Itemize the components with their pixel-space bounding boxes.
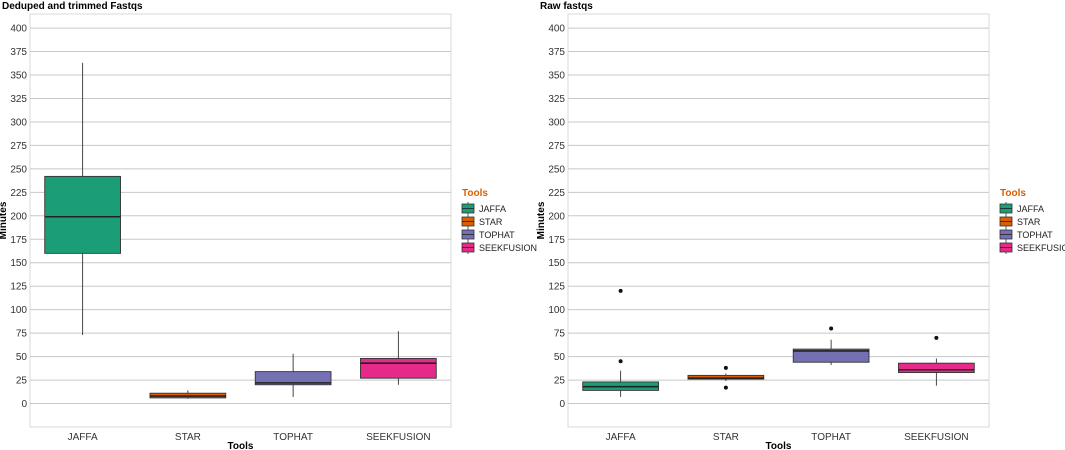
- outlier-point: [829, 326, 834, 331]
- legend-label: STAR: [1017, 217, 1041, 227]
- chart-panel-1: Raw fastqs 0 25 50 75 100 125 150 175 200 225 250 27…: [536, 1, 1065, 450]
- y-tick-label: 100: [548, 305, 565, 316]
- box-seekfusion: [898, 335, 975, 386]
- x-axis-title: Tools: [766, 441, 792, 450]
- box-tophat: [254, 353, 332, 397]
- chart-title: Raw fastqs: [540, 1, 593, 12]
- outlier-point: [723, 365, 728, 370]
- y-tick-label: 125: [548, 282, 565, 293]
- x-tick-label: STAR: [713, 432, 739, 443]
- legend-title: Tools: [1000, 188, 1026, 199]
- legend-label: SEEKFUSION: [1017, 243, 1065, 253]
- legend-item-jaffa: JAFFA: [999, 202, 1044, 215]
- chart-panel-0: Deduped and trimmed Fastqs 0 25 50 75 100 125 1…: [0, 1, 537, 450]
- box-body: [898, 362, 975, 374]
- legend-item-tophat: TOPHAT: [461, 228, 515, 241]
- outlier-point: [618, 359, 623, 364]
- outlier-point: [618, 288, 623, 293]
- legend-item-tophat: TOPHAT: [999, 228, 1053, 241]
- y-tick-label: 275: [10, 141, 27, 152]
- y-tick-label: 300: [548, 117, 565, 128]
- y-tick-label: 375: [548, 47, 565, 58]
- x-tick-label: JAFFA: [68, 432, 98, 443]
- y-tick-label: 250: [10, 164, 27, 175]
- box-tophat: [792, 326, 870, 366]
- y-tick-label: 325: [548, 94, 565, 105]
- y-tick-label: 75: [16, 329, 28, 340]
- y-tick-label: 200: [548, 211, 565, 222]
- y-tick-label: 350: [548, 71, 565, 82]
- x-tick-label: TOPHAT: [273, 432, 313, 443]
- legend-label: STAR: [479, 217, 503, 227]
- y-tick-label: 50: [16, 352, 28, 363]
- box-body: [44, 175, 121, 254]
- legend: Tools JAFFA STAR TOPHAT SEEKFUSION: [999, 188, 1065, 254]
- y-tick-label: 25: [554, 376, 566, 387]
- legend-item-star: STAR: [999, 215, 1041, 228]
- x-tick-label: JAFFA: [606, 432, 636, 443]
- x-axis-title: Tools: [228, 441, 254, 450]
- y-tick-label: 275: [548, 141, 565, 152]
- outlier-point: [934, 335, 939, 340]
- y-tick-label: 225: [548, 188, 565, 199]
- y-tick-label: 375: [10, 47, 27, 58]
- box-star: [149, 390, 227, 399]
- y-tick-label: 25: [16, 376, 28, 387]
- y-axis-title: Minutes: [0, 201, 9, 239]
- y-tick-label: 225: [10, 188, 27, 199]
- x-tick-label: SEEKFUSION: [366, 432, 430, 443]
- outlier-point: [723, 385, 728, 390]
- y-tick-label: 175: [548, 235, 565, 246]
- legend-label: JAFFA: [1017, 204, 1044, 214]
- box-body: [687, 374, 765, 380]
- box-jaffa: [44, 62, 121, 336]
- box-body: [360, 358, 437, 379]
- legend-item-seekfusion: SEEKFUSION: [999, 241, 1065, 254]
- legend-title: Tools: [462, 188, 488, 199]
- y-tick-label: 350: [10, 71, 27, 82]
- legend-item-star: STAR: [461, 215, 503, 228]
- y-tick-label: 175: [10, 235, 27, 246]
- y-tick-label: 325: [10, 94, 27, 105]
- box-body: [792, 348, 870, 363]
- y-tick-label: 250: [548, 164, 565, 175]
- box-body: [254, 371, 332, 386]
- box-star: [687, 365, 765, 390]
- y-tick-label: 200: [10, 211, 27, 222]
- x-tick-label: SEEKFUSION: [904, 432, 968, 443]
- y-tick-label: 150: [10, 258, 27, 269]
- x-tick-label: STAR: [175, 432, 201, 443]
- y-tick-label: 150: [548, 258, 565, 269]
- y-tick-label: 300: [10, 117, 27, 128]
- legend-label: SEEKFUSION: [479, 243, 537, 253]
- chart-title: Deduped and trimmed Fastqs: [2, 1, 143, 12]
- legend-label: TOPHAT: [1017, 230, 1053, 240]
- y-tick-label: 0: [21, 399, 27, 410]
- y-tick-label: 50: [554, 352, 566, 363]
- y-tick-label: 100: [10, 305, 27, 316]
- y-tick-label: 75: [554, 329, 566, 340]
- y-tick-label: 400: [548, 24, 565, 35]
- box-jaffa: [582, 288, 659, 397]
- y-axis-title: Minutes: [536, 201, 547, 239]
- y-tick-label: 0: [559, 399, 565, 410]
- legend-item-jaffa: JAFFA: [461, 202, 506, 215]
- box-seekfusion: [360, 331, 437, 385]
- y-tick-label: 400: [10, 24, 27, 35]
- x-tick-label: TOPHAT: [811, 432, 851, 443]
- legend-item-seekfusion: SEEKFUSION: [461, 241, 537, 254]
- legend: Tools JAFFA STAR TOPHAT SEEKFUSION: [461, 188, 537, 254]
- y-tick-label: 125: [10, 282, 27, 293]
- plot-panel: [567, 13, 990, 428]
- legend-label: TOPHAT: [479, 230, 515, 240]
- legend-label: JAFFA: [479, 204, 506, 214]
